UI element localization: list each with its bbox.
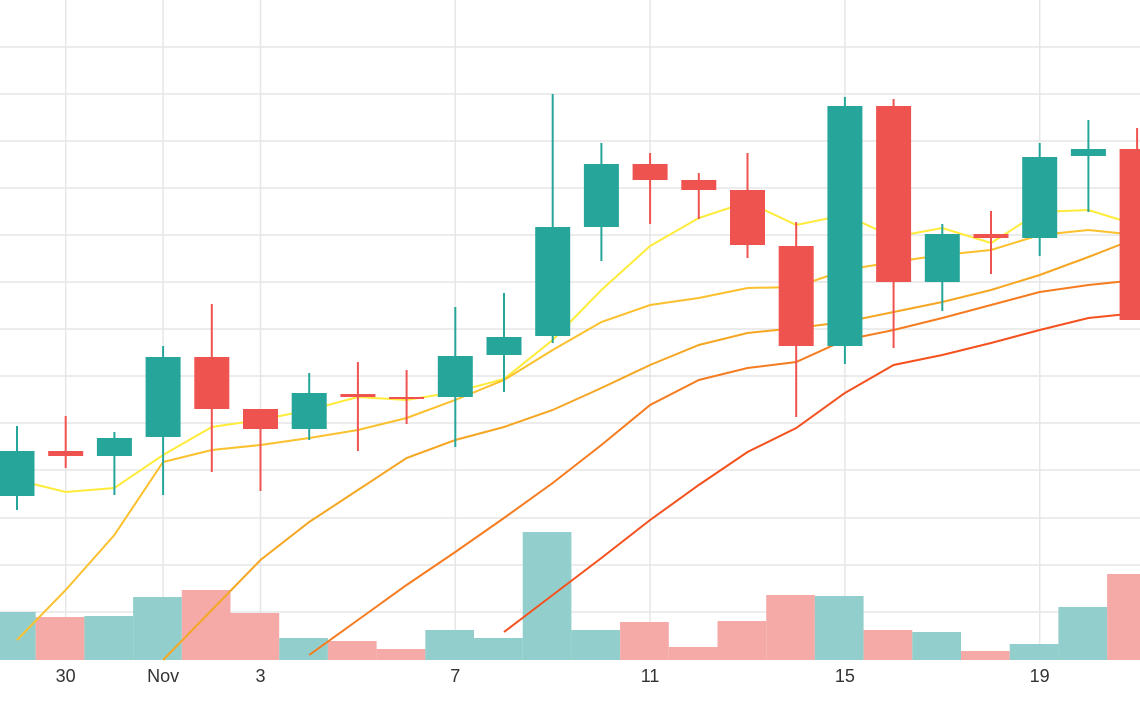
x-tick-label: 30 bbox=[56, 666, 76, 686]
volume-bar bbox=[766, 595, 815, 660]
volume-bar bbox=[522, 532, 572, 660]
candle-body bbox=[145, 357, 181, 437]
candle-body bbox=[1022, 157, 1058, 238]
volume-bar bbox=[35, 617, 85, 660]
candle-body bbox=[583, 164, 619, 227]
volume-bar bbox=[327, 641, 377, 660]
volume-bar bbox=[474, 638, 523, 660]
candle-body bbox=[486, 337, 522, 355]
ma-line bbox=[162, 237, 1138, 661]
volume-bar bbox=[181, 590, 231, 660]
x-tick-label: 3 bbox=[255, 666, 265, 686]
candle-body bbox=[827, 106, 863, 346]
volume-bar bbox=[912, 632, 961, 660]
candle-body bbox=[291, 393, 327, 429]
candle-body bbox=[876, 106, 912, 282]
candle-body bbox=[681, 180, 717, 190]
candle-body bbox=[48, 451, 84, 456]
volume-bar bbox=[961, 651, 1010, 660]
candle-body bbox=[389, 397, 425, 399]
candle-body bbox=[1119, 149, 1140, 320]
candle-body bbox=[535, 227, 571, 336]
candle-body bbox=[973, 234, 1009, 238]
ma-line bbox=[16, 228, 1138, 641]
volume-bar bbox=[1107, 574, 1140, 660]
candle-body bbox=[437, 356, 473, 397]
volume-bar bbox=[133, 597, 182, 660]
volume-bar bbox=[0, 612, 36, 660]
candle-body bbox=[730, 190, 765, 245]
volume-bar bbox=[279, 638, 328, 660]
volume-bar bbox=[717, 621, 767, 660]
ma-line bbox=[308, 279, 1138, 656]
candle-body bbox=[1070, 149, 1106, 156]
volume-bar bbox=[620, 622, 669, 660]
ma-line bbox=[16, 200, 1138, 494]
x-tick-label: Nov bbox=[147, 666, 179, 686]
ma-line bbox=[503, 312, 1138, 633]
x-tick-label: 7 bbox=[450, 666, 460, 686]
x-tick-label: 11 bbox=[641, 666, 660, 686]
candle-body bbox=[0, 451, 35, 496]
volume-bar bbox=[863, 630, 913, 660]
volume-bar bbox=[84, 616, 134, 660]
candle-body bbox=[243, 409, 278, 429]
x-tick-label: 15 bbox=[835, 666, 855, 686]
volume-bar bbox=[814, 596, 864, 660]
volume-bar bbox=[1009, 644, 1059, 660]
candle-body bbox=[924, 234, 960, 282]
volume-bar bbox=[571, 630, 621, 660]
candle-body bbox=[778, 246, 814, 346]
candle-body bbox=[632, 164, 668, 180]
candle-body bbox=[96, 438, 132, 456]
volume-bar bbox=[668, 647, 718, 660]
volume-bar bbox=[1058, 607, 1108, 660]
candle-body bbox=[340, 394, 376, 397]
candle-body bbox=[194, 357, 230, 409]
x-tick-label: 19 bbox=[1030, 666, 1050, 686]
volume-bar bbox=[425, 630, 474, 660]
volume-bar bbox=[376, 649, 426, 660]
volume-bar bbox=[230, 613, 280, 660]
